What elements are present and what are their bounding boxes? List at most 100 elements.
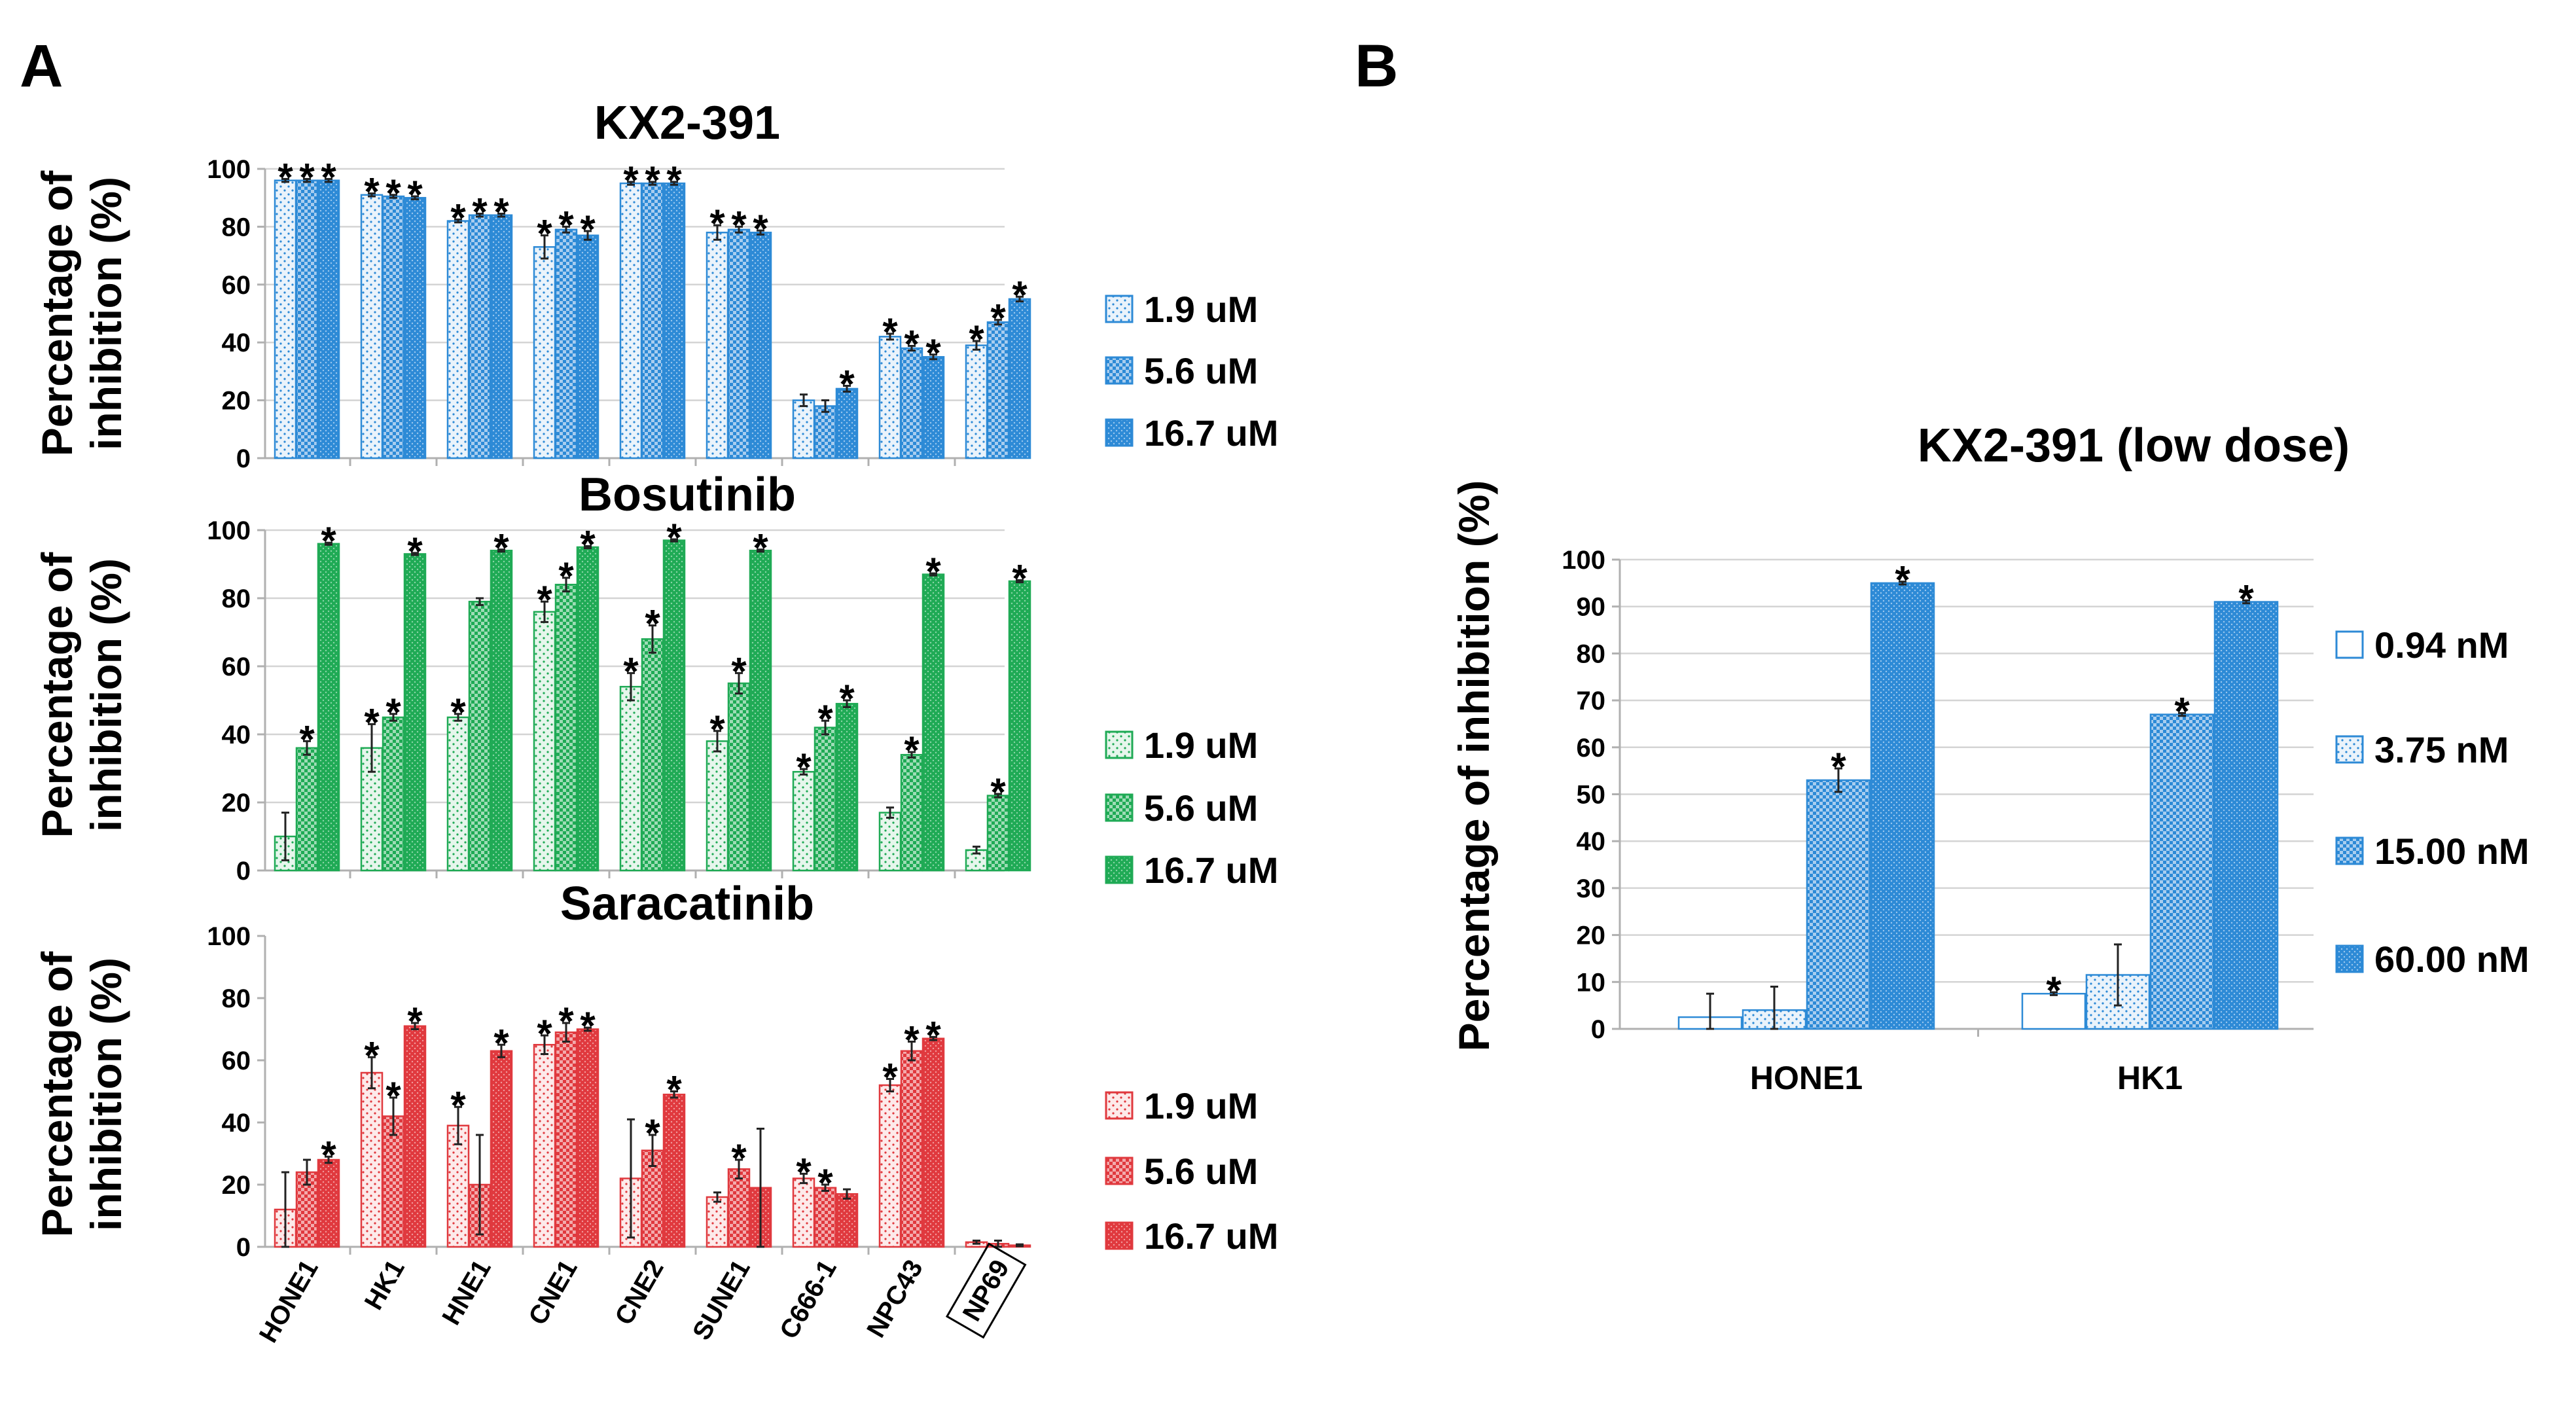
significance-star: *	[925, 331, 941, 375]
x-category-label: SUNE1	[687, 1255, 756, 1346]
legend-swatch	[1105, 855, 1134, 884]
y-axis-title: Percentage of	[33, 951, 81, 1237]
y-tick-label: 20	[1577, 922, 1606, 950]
bar	[554, 228, 578, 459]
x-category-label: HK1	[2117, 1060, 2183, 1096]
bar	[295, 747, 319, 872]
x-category-label: NPC43	[861, 1255, 929, 1343]
significance-star: *	[925, 1013, 941, 1057]
bar	[554, 583, 578, 872]
significance-star: *	[407, 173, 423, 217]
bar	[446, 220, 470, 459]
bar	[360, 1071, 384, 1248]
legend-swatch	[1105, 1157, 1134, 1185]
x-category-label: C666-1	[774, 1255, 842, 1344]
legend-label: 1.9 uM	[1144, 289, 1258, 330]
legend-label: 5.6 uM	[1144, 1151, 1258, 1192]
significance-star: *	[299, 717, 315, 761]
bar	[792, 770, 815, 872]
significance-star: *	[450, 196, 466, 240]
significance-star: *	[645, 158, 660, 202]
significance-star: *	[321, 155, 336, 199]
significance-star: *	[969, 317, 984, 361]
bar	[576, 234, 599, 459]
significance-star: *	[493, 190, 509, 234]
legend-swatch	[2335, 836, 2364, 865]
significance-star: *	[753, 526, 768, 570]
significance-star: *	[2046, 969, 2062, 1013]
bar	[662, 182, 686, 459]
significance-star: *	[709, 202, 725, 245]
legend-label: 16.7 uM	[1144, 1215, 1278, 1257]
bar	[792, 399, 815, 459]
bar	[986, 795, 1010, 872]
bar	[662, 539, 686, 872]
legend-swatch	[1105, 1091, 1134, 1120]
significance-star: *	[385, 691, 401, 734]
bar	[317, 179, 340, 459]
legend-swatch	[2335, 630, 2364, 659]
x-category-label: NP69	[957, 1255, 1015, 1327]
y-tick-label: 80	[222, 984, 251, 1013]
panel-label-a: A	[20, 33, 63, 99]
bar	[403, 1025, 427, 1248]
y-axis-title: Percentage of inhibition (%)	[1450, 480, 1498, 1052]
y-tick-label: 0	[236, 1233, 251, 1262]
bar	[274, 179, 297, 459]
significance-star: *	[321, 1133, 336, 1177]
bar	[2021, 992, 2086, 1030]
significance-star: *	[817, 697, 833, 741]
bar	[576, 546, 599, 872]
bar	[878, 812, 902, 872]
legend-swatch	[2335, 944, 2364, 973]
bar	[490, 1050, 513, 1248]
significance-star: *	[385, 1074, 401, 1118]
bar	[727, 228, 751, 459]
significance-star: *	[990, 770, 1006, 814]
highlight-box	[945, 1242, 1027, 1339]
bar	[446, 716, 470, 872]
significance-star: *	[558, 203, 574, 247]
y-axis-title: inhibition (%)	[82, 177, 130, 450]
legend-swatch	[1105, 793, 1134, 822]
significance-star: *	[623, 649, 639, 693]
significance-star: *	[299, 155, 315, 199]
chart-kx: KX2-391 Percentage of inhibition (%) 0 20 40 6…	[33, 97, 1278, 473]
bar	[835, 387, 859, 459]
significance-star: *	[731, 1136, 747, 1180]
bar	[360, 194, 384, 459]
x-category-label: HONE1	[254, 1255, 324, 1348]
bar	[533, 246, 556, 459]
significance-star: *	[666, 1068, 682, 1112]
significance-star: *	[364, 1033, 380, 1077]
significance-star: *	[796, 1150, 812, 1194]
significance-star: *	[321, 519, 336, 563]
legend-label: 3.75 nM	[2374, 729, 2509, 770]
significance-star: *	[580, 522, 596, 566]
bar	[403, 196, 427, 459]
significance-star: *	[407, 999, 423, 1043]
chart-title: Bosutinib	[579, 469, 796, 521]
chart-low: KX2-391 (low dose) Percentage of inhibiti…	[1450, 420, 2530, 1096]
legend-label: 16.7 uM	[1144, 412, 1278, 454]
y-tick-label: 0	[1591, 1015, 1605, 1044]
bar	[921, 573, 945, 872]
legend-label: 60.00 nM	[2374, 939, 2530, 980]
y-tick-label: 40	[222, 721, 251, 749]
significance-star: *	[1012, 273, 1028, 317]
significance-star: *	[904, 323, 920, 367]
y-tick-label: 40	[1577, 827, 1606, 856]
bar	[446, 1124, 470, 1248]
bar	[576, 1028, 599, 1248]
y-axis-title: inhibition (%)	[82, 558, 130, 832]
chart-bos: Bosutinib Percentage of inhibition (%) 0 20 4…	[33, 469, 1278, 891]
bar	[619, 685, 643, 872]
y-tick-label: 90	[1577, 593, 1606, 622]
legend-label: 1.9 uM	[1144, 725, 1258, 766]
legend-swatch	[1105, 418, 1134, 447]
significance-star: *	[731, 649, 747, 693]
legend-swatch	[1105, 730, 1134, 759]
bar	[706, 231, 729, 459]
bar	[619, 182, 643, 459]
legend-label: 5.6 uM	[1144, 787, 1258, 829]
